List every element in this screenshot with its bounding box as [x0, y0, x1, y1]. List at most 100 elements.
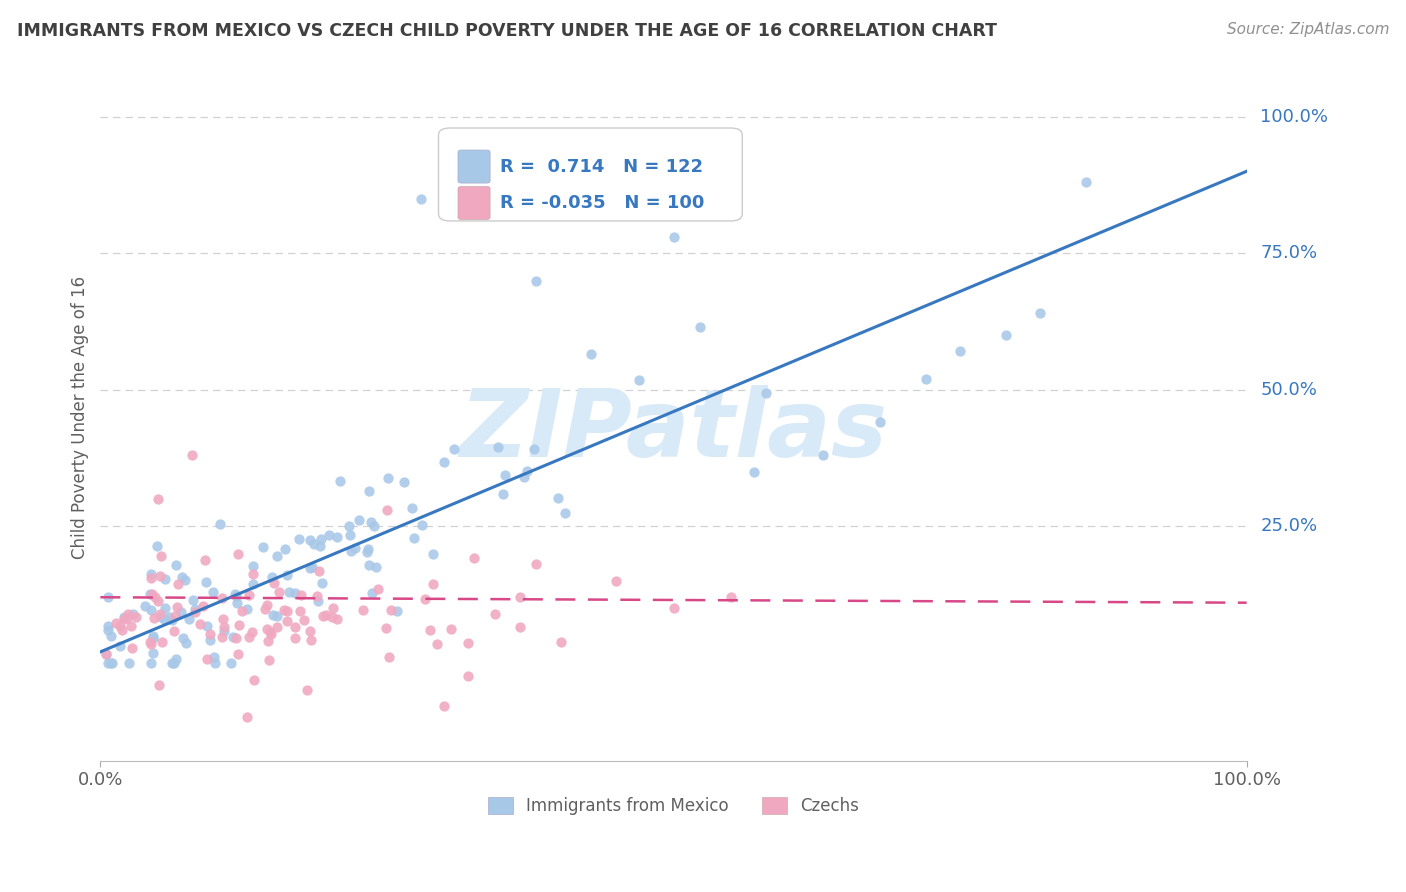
Point [257, 634, 280, 648]
Point [380, 603, 402, 617]
Point [195, 619, 218, 633]
Point [516, 464, 538, 478]
Point [225, 631, 247, 645]
Point [139, 567, 162, 582]
Point [295, 683, 318, 698]
FancyBboxPatch shape [458, 150, 491, 183]
Point [117, 611, 139, 625]
Point [433, 699, 456, 714]
Point [121, 641, 143, 656]
Point [162, 613, 184, 627]
Point [145, 539, 167, 553]
Point [111, 623, 134, 637]
Point [166, 599, 188, 614]
Point [174, 573, 197, 587]
Point [260, 570, 283, 584]
Point [97, 656, 120, 670]
Point [278, 585, 301, 599]
Y-axis label: Child Poverty Under the Age of 16: Child Poverty Under the Age of 16 [72, 276, 89, 558]
Point [202, 650, 225, 665]
Point [226, 547, 249, 561]
Point [309, 539, 332, 553]
Point [352, 603, 374, 617]
Point [163, 656, 186, 670]
Point [149, 609, 172, 624]
Point [231, 604, 253, 618]
Point [949, 344, 972, 359]
Point [225, 590, 247, 604]
Point [367, 582, 389, 596]
Point [290, 588, 312, 602]
Point [198, 633, 221, 648]
Point [375, 503, 398, 517]
Point [160, 656, 183, 670]
Point [347, 513, 370, 527]
Legend: Immigrants from Mexico, Czechs: Immigrants from Mexico, Czechs [488, 797, 859, 814]
Point [401, 500, 423, 515]
Point [494, 467, 516, 482]
Point [120, 619, 142, 633]
Point [238, 588, 260, 602]
Point [163, 624, 186, 639]
Point [134, 599, 156, 614]
Point [170, 605, 193, 619]
Point [266, 608, 288, 623]
Point [440, 622, 463, 636]
Point [100, 629, 122, 643]
Point [720, 591, 742, 605]
Point [94, 648, 117, 662]
Point [509, 590, 531, 604]
Point [139, 603, 162, 617]
Point [266, 620, 288, 634]
Point [402, 531, 425, 545]
Point [284, 586, 307, 600]
Point [236, 602, 259, 616]
Point [387, 603, 409, 617]
Point [125, 610, 148, 624]
Point [94, 647, 117, 661]
Point [181, 448, 204, 462]
Point [143, 591, 166, 605]
Point [97, 624, 120, 638]
Point [149, 607, 172, 622]
Point [260, 627, 283, 641]
Point [193, 553, 215, 567]
Point [302, 537, 325, 551]
Point [914, 372, 936, 386]
Point [359, 483, 381, 498]
Point [141, 587, 163, 601]
Point [139, 656, 162, 670]
Point [554, 506, 576, 520]
Point [141, 571, 163, 585]
Point [463, 551, 485, 566]
Point [184, 605, 207, 619]
Point [97, 590, 120, 604]
Point [226, 647, 249, 661]
Point [360, 585, 382, 599]
Point [112, 612, 135, 626]
Point [225, 596, 247, 610]
Text: IMMIGRANTS FROM MEXICO VS CZECH CHILD POVERTY UNDER THE AGE OF 16 CORRELATION CH: IMMIGRANTS FROM MEXICO VS CZECH CHILD PO… [17, 22, 997, 40]
Point [122, 607, 145, 621]
Point [142, 631, 165, 645]
Point [139, 587, 162, 601]
Point [105, 615, 128, 630]
Text: 100.0%: 100.0% [1260, 108, 1329, 126]
Point [149, 549, 172, 563]
Point [257, 653, 280, 667]
Point [153, 601, 176, 615]
Point [176, 636, 198, 650]
Point [869, 416, 891, 430]
Point [191, 599, 214, 614]
Point [242, 559, 264, 574]
Point [378, 649, 401, 664]
Point [118, 656, 141, 670]
Point [288, 604, 311, 618]
Point [212, 624, 235, 639]
Point [224, 587, 246, 601]
Point [312, 608, 335, 623]
Point [322, 600, 344, 615]
Text: 75.0%: 75.0% [1260, 244, 1317, 262]
Point [179, 612, 201, 626]
Point [524, 273, 547, 287]
